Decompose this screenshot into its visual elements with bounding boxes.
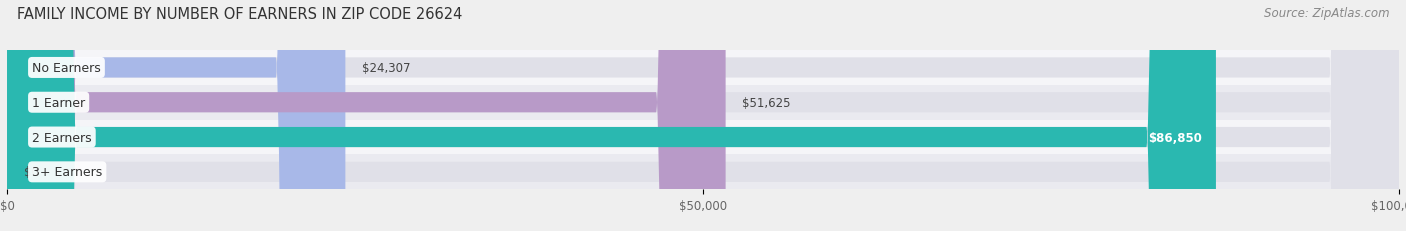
Bar: [7, 85, 1399, 120]
FancyBboxPatch shape: [7, 0, 1399, 231]
Text: Source: ZipAtlas.com: Source: ZipAtlas.com: [1264, 7, 1389, 20]
FancyBboxPatch shape: [7, 0, 725, 231]
Bar: [7, 51, 1399, 85]
Bar: [7, 120, 1399, 155]
Text: 3+ Earners: 3+ Earners: [32, 166, 103, 179]
Text: 1 Earner: 1 Earner: [32, 96, 86, 109]
FancyBboxPatch shape: [7, 0, 1216, 231]
Text: $86,850: $86,850: [1149, 131, 1202, 144]
Text: No Earners: No Earners: [32, 62, 101, 75]
FancyBboxPatch shape: [7, 0, 1399, 231]
Text: $24,307: $24,307: [363, 62, 411, 75]
Text: $51,625: $51,625: [742, 96, 790, 109]
FancyBboxPatch shape: [7, 0, 346, 231]
Text: $0: $0: [24, 166, 38, 179]
Text: 2 Earners: 2 Earners: [32, 131, 91, 144]
FancyBboxPatch shape: [7, 0, 1399, 231]
Bar: [7, 155, 1399, 189]
FancyBboxPatch shape: [7, 0, 1399, 231]
Text: FAMILY INCOME BY NUMBER OF EARNERS IN ZIP CODE 26624: FAMILY INCOME BY NUMBER OF EARNERS IN ZI…: [17, 7, 463, 22]
